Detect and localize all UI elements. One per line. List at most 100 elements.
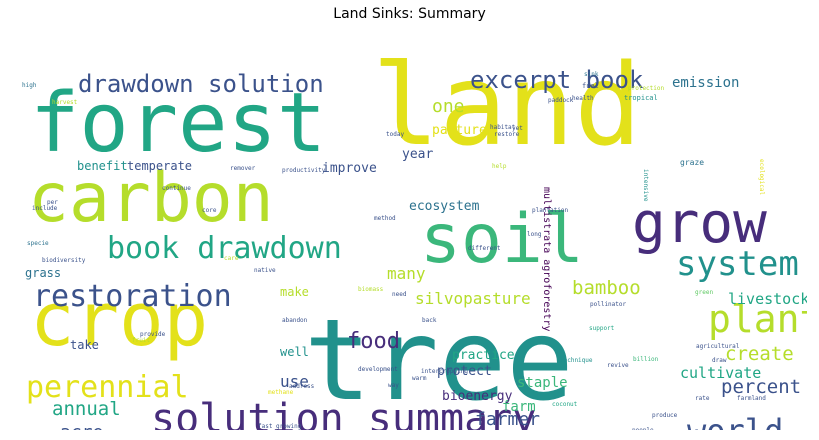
- word-development: development: [358, 366, 398, 373]
- word-pollinator: pollinator: [590, 301, 627, 308]
- word-care: care: [224, 255, 239, 262]
- word-create: create: [725, 343, 794, 365]
- word-system: system: [676, 244, 799, 284]
- word-protection: protection: [628, 85, 665, 92]
- word-temperate: temperate: [127, 159, 192, 173]
- word-pasture: pasture: [432, 123, 487, 138]
- word-paddock: paddock: [548, 97, 574, 104]
- word-draw: draw: [712, 357, 727, 364]
- word-productivity: productivity: [282, 167, 326, 174]
- chart-title: Land Sinks: Summary: [333, 6, 486, 22]
- word-world: world: [687, 412, 783, 430]
- word-billion: billion: [633, 356, 659, 363]
- word-green: green: [695, 289, 713, 296]
- word-livestock: livestock: [728, 290, 807, 308]
- word-graze: graze: [680, 158, 704, 167]
- word-native: native: [254, 267, 276, 274]
- word-bamboo: bamboo: [572, 277, 641, 299]
- word-silvopasture: silvopasture: [415, 289, 531, 308]
- word-fruit: fruit: [132, 337, 150, 344]
- word-carbon: carbon: [28, 159, 274, 238]
- word-intercropping: intercropping: [421, 368, 468, 375]
- word-yet: yet: [512, 125, 523, 132]
- word-fuel: fuel: [582, 82, 599, 90]
- word-take: take: [70, 338, 99, 352]
- word-many: many: [387, 264, 426, 283]
- word-support: support: [589, 325, 615, 332]
- word-provide: provide: [140, 331, 166, 338]
- word-health: health: [572, 95, 594, 102]
- word-produce: produce: [652, 412, 678, 419]
- word-annual: annual: [52, 398, 121, 420]
- word-restoration: restoration: [33, 279, 232, 314]
- word-coconut: coconut: [552, 401, 578, 408]
- word-improve: improve: [322, 161, 377, 176]
- word-warm: warm: [412, 375, 427, 382]
- word-make: make: [280, 285, 309, 299]
- word-farm: farm: [502, 399, 536, 415]
- word-long: long: [527, 231, 542, 238]
- word-agricultural: agricultural: [696, 343, 740, 350]
- word-abandon: abandon: [282, 317, 308, 324]
- word-intensive: intensive: [642, 169, 649, 202]
- word-back: back: [422, 317, 437, 324]
- word-today: today: [386, 131, 404, 138]
- word-farmland: farmland: [737, 395, 766, 402]
- word-afforestation: afforestation: [193, 429, 350, 430]
- word-year: year: [402, 147, 433, 162]
- word-food: food: [347, 329, 400, 354]
- word-percent: percent: [721, 376, 801, 398]
- word-multistrata-agroforestry: multistrata agroforestry: [541, 187, 552, 332]
- word-benefit: benefit: [77, 159, 128, 173]
- word-tropical: tropical: [624, 94, 658, 102]
- word-harvest: harvest: [52, 99, 78, 106]
- word-fast-growing: fast growing: [258, 423, 302, 430]
- word-cultivate: cultivate: [680, 364, 761, 382]
- word-solution-summary: solution summary: [151, 396, 536, 430]
- word-specie: specie: [27, 240, 49, 247]
- word-way: way: [388, 382, 399, 389]
- word-rate: rate: [695, 395, 710, 402]
- word-methane: methane: [268, 389, 294, 396]
- word-book-drawdown: book drawdown: [107, 231, 342, 266]
- word-address: address: [289, 383, 315, 390]
- word-farmer: farmer: [475, 409, 540, 430]
- word-crop: crop: [30, 277, 208, 363]
- word-excerpt-book: excerpt book: [470, 66, 644, 94]
- word-core: core: [202, 207, 217, 214]
- word-drawdown-solution: drawdown solution: [78, 70, 324, 98]
- word-sink: sink: [584, 71, 599, 78]
- word-plantation: plantation: [532, 207, 569, 214]
- word-grow: grow: [632, 191, 767, 256]
- word-need: need: [392, 291, 407, 298]
- word-acre: acre: [60, 422, 103, 430]
- word-bioenergy: bioenergy: [442, 389, 513, 404]
- word-help: help: [492, 163, 507, 170]
- word-tree: tree: [304, 296, 574, 426]
- word-restore: restore: [494, 131, 520, 138]
- word-remover: remover: [230, 165, 256, 172]
- word-revive: revive: [607, 362, 629, 369]
- word-grass: grass: [25, 266, 61, 280]
- word-plant: plant: [708, 297, 807, 341]
- word-land: land: [372, 41, 642, 171]
- word-sequester: sequester: [806, 182, 807, 301]
- word-perennial: perennial: [26, 370, 189, 405]
- word-ecosystem: ecosystem: [409, 199, 480, 214]
- word-ecological: ecological: [758, 159, 765, 196]
- word-continue: continue: [162, 185, 191, 192]
- word-emission: emission: [672, 75, 739, 91]
- word-cloud: land tree forest carbon crop soil grow solution…: [12, 32, 807, 430]
- word-different: different: [468, 245, 501, 252]
- word-biodiversity: biodiversity: [42, 257, 86, 264]
- word-well: well: [280, 345, 309, 359]
- word-include: include: [32, 205, 58, 212]
- word-use: use: [280, 372, 309, 391]
- word-per: per: [47, 199, 58, 206]
- word-technique: technique: [560, 357, 593, 364]
- word-habitat: habitat: [490, 124, 516, 131]
- word-one: one: [432, 96, 465, 117]
- word-people: people: [632, 427, 654, 430]
- word-soil: soil: [420, 200, 584, 279]
- word-method: method: [374, 215, 396, 222]
